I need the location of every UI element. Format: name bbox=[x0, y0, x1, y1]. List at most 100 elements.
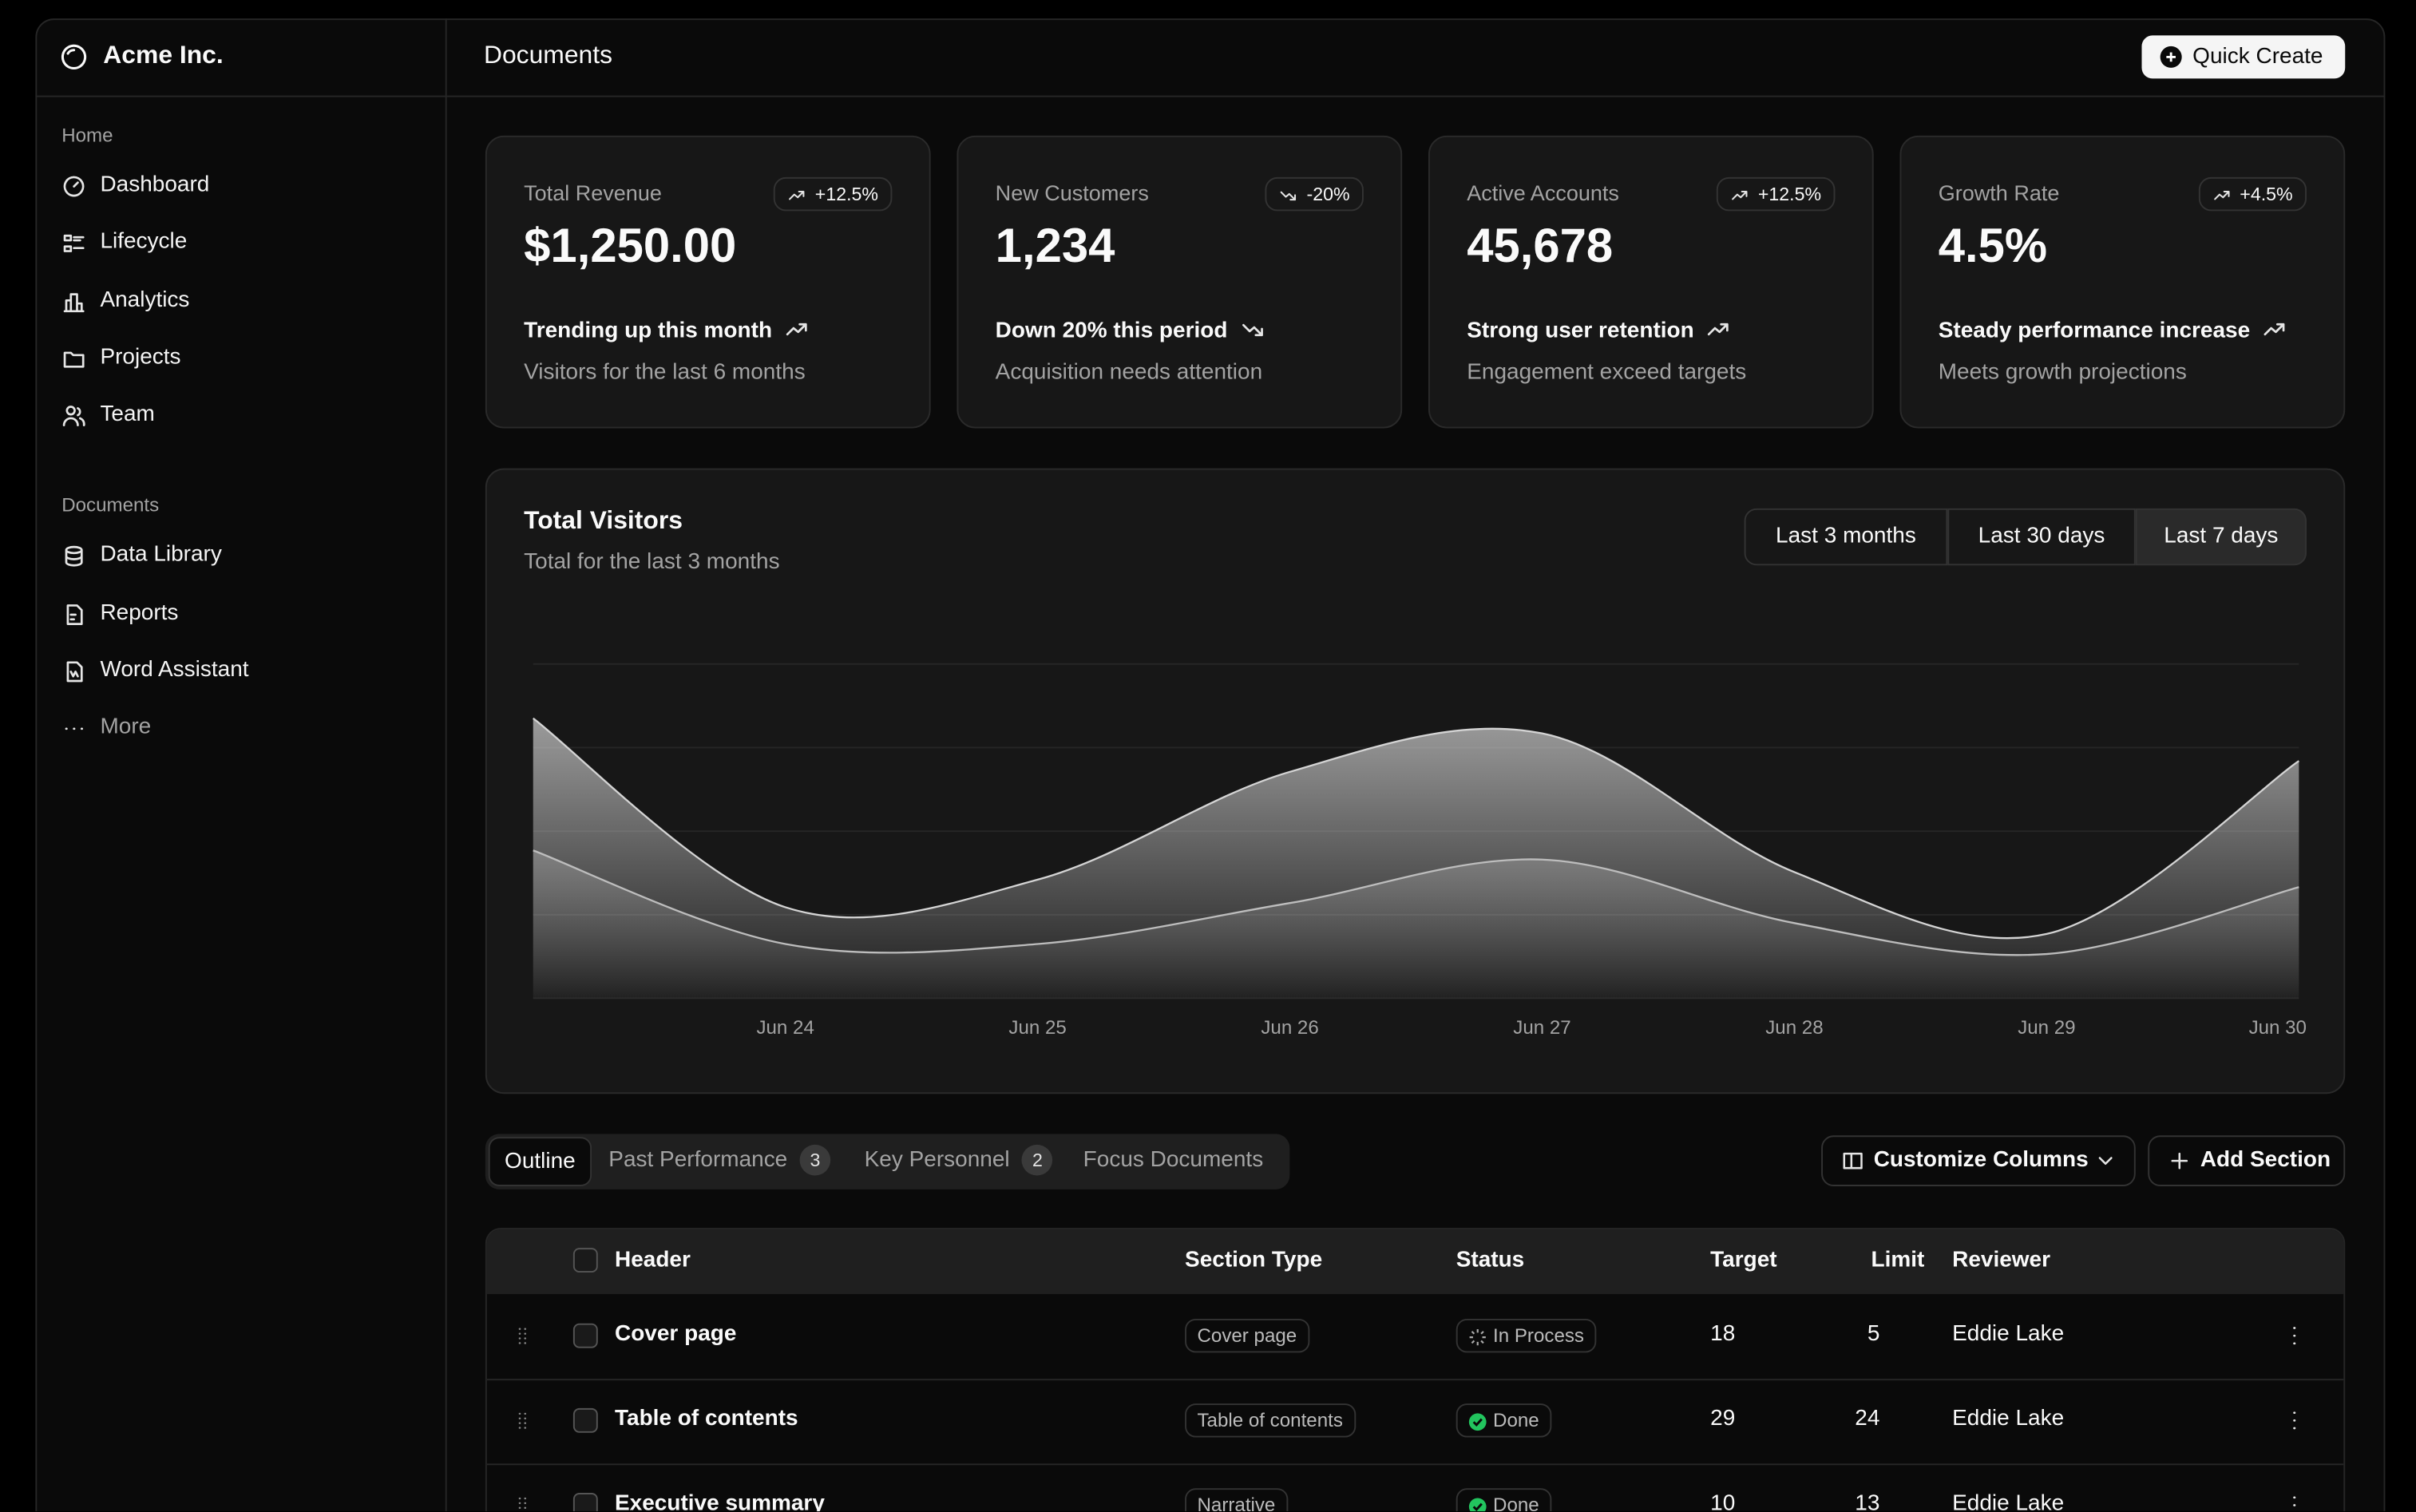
nav-item[interactable]: Projects bbox=[100, 345, 181, 370]
nav-item[interactable]: Data Library bbox=[100, 542, 222, 568]
checkbox[interactable] bbox=[572, 1323, 598, 1348]
stat-badge: +4.5% bbox=[2198, 176, 2307, 212]
icon bbox=[1280, 191, 1297, 201]
icon bbox=[518, 1497, 527, 1510]
checkbox[interactable] bbox=[572, 1248, 598, 1273]
icon bbox=[65, 545, 83, 567]
stat-note: Engagement exceed targets bbox=[1467, 360, 1747, 386]
action-button[interactable]: Customize Columns bbox=[1821, 1135, 2136, 1186]
column-header: Limit bbox=[1871, 1248, 1925, 1273]
tab[interactable]: Key Personnel 2 bbox=[865, 1137, 1053, 1186]
column-header: Target bbox=[1710, 1248, 1777, 1273]
stat-value: 4.5% bbox=[1938, 219, 2048, 273]
icon bbox=[2171, 1152, 2188, 1170]
x-tick-label: Jun 26 bbox=[1261, 1017, 1318, 1039]
icon[interactable] bbox=[2282, 1324, 2307, 1348]
icon bbox=[63, 234, 85, 252]
range-toggle[interactable]: Last 30 days bbox=[1947, 508, 2136, 566]
stat-value: 45,678 bbox=[1467, 219, 1614, 273]
stat-trend: Strong user retention bbox=[1467, 319, 1694, 344]
nav-item[interactable]: Lifecycle bbox=[100, 229, 188, 255]
icon bbox=[63, 293, 85, 313]
icon[interactable] bbox=[2282, 1493, 2307, 1511]
icon bbox=[61, 44, 87, 69]
section-type: Cover page bbox=[1185, 1318, 1309, 1353]
column-header: Section Type bbox=[1185, 1248, 1323, 1273]
status-icon bbox=[1468, 1498, 1487, 1512]
quick-create-button[interactable]: Quick Create bbox=[2141, 35, 2346, 79]
icon[interactable] bbox=[2282, 1408, 2307, 1433]
checkbox[interactable] bbox=[572, 1493, 598, 1512]
column-header: Reviewer bbox=[1952, 1248, 2051, 1273]
icon bbox=[1732, 191, 1748, 200]
nav-item[interactable]: Analytics bbox=[100, 287, 190, 313]
status-text: Done bbox=[1493, 1494, 1539, 1512]
limit: 24 bbox=[1855, 1406, 1880, 1431]
stat-card: New Customers -20% 1,234 Down 20% this peri… bbox=[956, 135, 1403, 429]
tab[interactable]: Past Performance 3 bbox=[608, 1137, 831, 1186]
icon bbox=[2213, 191, 2229, 200]
badge-text: +12.5% bbox=[1757, 183, 1822, 205]
stat-card: Total Revenue +12.5% $1,250.00 Trending up … bbox=[485, 135, 931, 429]
area-fill bbox=[533, 850, 2299, 999]
page-title: Documents bbox=[483, 42, 613, 69]
icon bbox=[2160, 46, 2182, 68]
icon bbox=[63, 351, 85, 368]
nav-item[interactable]: Word Assistant bbox=[100, 658, 249, 683]
action-label: Customize Columns bbox=[1873, 1147, 2089, 1173]
target: 18 bbox=[1710, 1321, 1736, 1347]
quick-create-label: Quick Create bbox=[2192, 44, 2323, 69]
tab[interactable]: Outline bbox=[488, 1137, 592, 1186]
tab[interactable]: Focus Documents bbox=[1083, 1137, 1264, 1186]
icon bbox=[786, 323, 807, 336]
stat-label: Growth Rate bbox=[1938, 180, 2060, 205]
badge-text: +12.5% bbox=[814, 183, 879, 205]
status: In Process bbox=[1456, 1318, 1597, 1353]
stat-trend: Steady performance increase bbox=[1938, 319, 2251, 344]
reviewer: Eddie Lake bbox=[1952, 1491, 2065, 1512]
nav-item[interactable]: Team bbox=[100, 402, 155, 427]
section-type: Narrative bbox=[1185, 1488, 1288, 1512]
stat-note: Acquisition needs attention bbox=[995, 360, 1263, 386]
row-divider bbox=[486, 1379, 2344, 1381]
tab-label: Outline bbox=[505, 1149, 576, 1174]
x-tick-label: Jun 30 bbox=[2249, 1017, 2307, 1039]
table-header-bg bbox=[486, 1229, 2344, 1295]
stat-badge: +12.5% bbox=[773, 176, 893, 212]
action-button[interactable]: Add Section bbox=[2148, 1135, 2346, 1186]
action-label: Add Section bbox=[2200, 1147, 2331, 1173]
cell-header: Table of contents bbox=[615, 1406, 798, 1431]
tab-label: Key Personnel bbox=[864, 1147, 1010, 1173]
stat-card: Active Accounts +12.5% 45,678 Strong user r… bbox=[1428, 135, 1874, 429]
reviewer: Eddie Lake bbox=[1952, 1321, 2065, 1347]
reviewer: Eddie Lake bbox=[1952, 1406, 2065, 1431]
section-type: Table of contents bbox=[1185, 1403, 1356, 1438]
target: 10 bbox=[1710, 1491, 1736, 1512]
stat-note: Visitors for the last 6 months bbox=[524, 360, 806, 386]
icon bbox=[788, 191, 805, 200]
divider bbox=[445, 18, 447, 1512]
x-tick-label: Jun 27 bbox=[1513, 1017, 1570, 1039]
icon bbox=[2098, 1157, 2113, 1166]
stat-badge: +12.5% bbox=[1716, 176, 1836, 212]
status: Done bbox=[1456, 1488, 1552, 1512]
column-header: Status bbox=[1456, 1248, 1525, 1273]
nav-item[interactable]: Reports bbox=[100, 600, 179, 626]
icon bbox=[518, 1328, 527, 1344]
area-line bbox=[533, 849, 2299, 956]
x-tick-label: Jun 24 bbox=[756, 1017, 814, 1039]
icon bbox=[1707, 323, 1729, 336]
stat-value: 1,234 bbox=[995, 219, 1115, 273]
stat-note: Meets growth projections bbox=[1938, 360, 2187, 386]
status-icon bbox=[1469, 1328, 1486, 1346]
nav-item[interactable]: More bbox=[100, 714, 152, 740]
stat-label: Total Revenue bbox=[524, 180, 662, 205]
x-tick-label: Jun 25 bbox=[1008, 1017, 1066, 1039]
nav-item[interactable]: Dashboard bbox=[100, 172, 210, 198]
range-toggle[interactable]: Last 3 months bbox=[1744, 508, 1948, 566]
checkbox[interactable] bbox=[572, 1407, 598, 1433]
target: 29 bbox=[1710, 1406, 1736, 1431]
status-text: Done bbox=[1493, 1409, 1539, 1431]
range-toggle[interactable]: Last 7 days bbox=[2135, 508, 2307, 566]
